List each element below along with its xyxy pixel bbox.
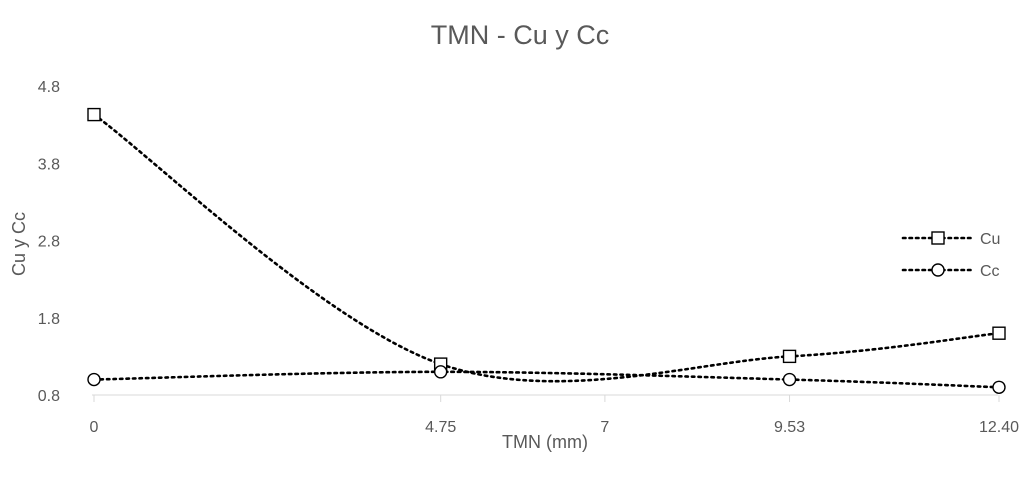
data-point-cc <box>782 372 797 387</box>
data-point-cc <box>87 372 101 387</box>
data-point-cc <box>433 365 448 379</box>
y-tick-label: 1.8 <box>38 311 60 328</box>
x-tick-label: 12.40 <box>979 419 1019 436</box>
legend: Cu Cc <box>901 231 1000 280</box>
series-line-cu <box>92 113 1001 383</box>
data-point-cu <box>992 326 1006 340</box>
x-tick-label: 9.53 <box>774 419 805 436</box>
data-point-cc <box>992 380 1006 394</box>
x-axis-ticks: 0 4.75 7 9.53 12.40 <box>90 395 1019 436</box>
series-cu <box>87 107 1006 383</box>
plot-area <box>87 107 1006 394</box>
legend-item-cc: Cc <box>901 263 1000 280</box>
data-point-cu <box>87 107 101 122</box>
legend-marker-cc <box>931 263 945 277</box>
x-tick-label: 7 <box>600 419 609 436</box>
y-axis-title: Cu y Cc <box>9 212 29 276</box>
legend-marker-cu <box>931 231 945 245</box>
data-point-cu <box>782 349 797 364</box>
legend-label: Cc <box>980 263 1000 280</box>
x-tick-label: 0 <box>90 419 99 436</box>
y-tick-label: 0.8 <box>38 388 60 405</box>
y-tick-label: 2.8 <box>38 234 60 251</box>
x-axis-title: TMN (mm) <box>502 432 588 452</box>
series-line-cc <box>92 370 1001 389</box>
legend-item-cu: Cu <box>901 231 1000 248</box>
y-axis-ticks: 0.8 1.8 2.8 3.8 4.8 <box>38 79 60 405</box>
chart-title: TMN - Cu y Cc <box>431 20 610 50</box>
y-tick-label: 3.8 <box>38 156 60 173</box>
x-tick-label: 4.75 <box>425 419 456 436</box>
y-tick-label: 4.8 <box>38 79 60 96</box>
series-cc <box>87 365 1006 394</box>
legend-label: Cu <box>980 231 1000 248</box>
